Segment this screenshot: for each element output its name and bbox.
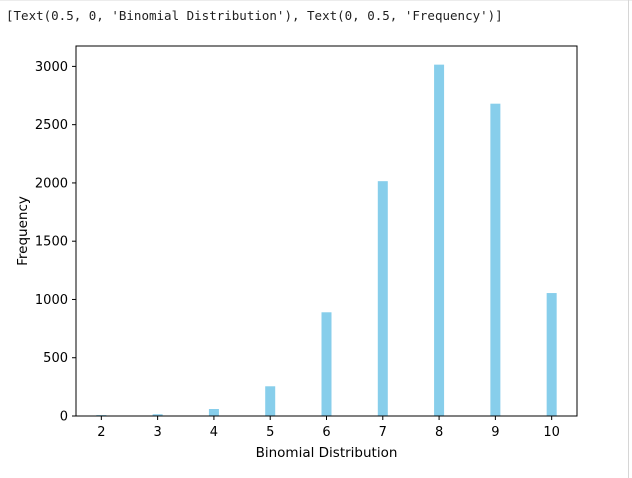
y-tick-label: 1000 — [35, 293, 68, 308]
x-tick-label: 3 — [153, 425, 161, 440]
x-tick-label: 8 — [435, 425, 443, 440]
y-tick-label: 2500 — [35, 118, 68, 133]
x-axis-label: Binomial Distribution — [256, 445, 398, 461]
plot-frame — [75, 45, 578, 417]
x-tick-label: 2 — [97, 425, 105, 440]
bar-7 — [377, 181, 388, 416]
y-tick-label: 1500 — [35, 235, 68, 250]
bar-6 — [321, 312, 332, 416]
x-tick-label: 6 — [322, 425, 330, 440]
bar-10 — [546, 293, 557, 416]
bar-9 — [490, 103, 501, 417]
x-tick-label: 7 — [379, 425, 387, 440]
bar-3 — [152, 414, 163, 416]
x-tick-label: 5 — [266, 425, 274, 440]
y-axis-label: Frequency — [15, 196, 31, 266]
y-tick-label: 500 — [43, 351, 68, 366]
y-tick-label: 2000 — [35, 176, 68, 191]
bar-5 — [265, 386, 276, 416]
x-tick-label: 9 — [491, 425, 499, 440]
x-tick-label: 4 — [210, 425, 218, 440]
cell-output-text: [Text(0.5, 0, 'Binomial Distribution'), … — [6, 8, 503, 23]
y-ticks-group: 0 500 1000 1500 2000 2500 3000 — [35, 60, 76, 425]
x-tick-label: 10 — [543, 425, 560, 440]
y-tick-label: 3000 — [35, 60, 68, 75]
y-tick-label: 0 — [60, 410, 68, 425]
scrollbar-track[interactable] — [628, 0, 629, 478]
bar-8 — [434, 64, 445, 417]
bars-group — [96, 64, 557, 417]
cell-top-divider — [0, 0, 632, 1]
bar-4 — [208, 409, 219, 416]
x-ticks-group: 2 3 4 5 6 7 8 9 10 — [97, 416, 560, 440]
